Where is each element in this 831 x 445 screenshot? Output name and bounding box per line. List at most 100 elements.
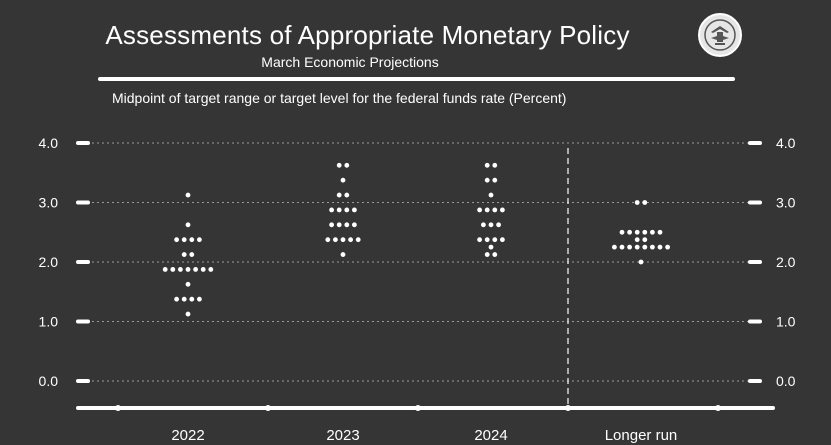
participant-dot	[492, 177, 498, 183]
participant-dot	[496, 222, 501, 228]
participant-dot	[488, 244, 494, 250]
participant-dot	[634, 229, 640, 235]
participant-dot	[170, 267, 176, 272]
participant-dot	[619, 244, 625, 250]
participant-dot	[484, 162, 490, 168]
x-axis-tick	[715, 405, 721, 411]
participant-dot	[185, 222, 191, 228]
federal-reserve-seal-icon	[698, 13, 742, 57]
participant-dot	[642, 237, 648, 243]
participant-dot	[185, 281, 191, 287]
participant-dot	[185, 311, 191, 317]
participant-dot	[178, 267, 183, 272]
dot-series	[162, 162, 670, 317]
participant-dot	[492, 207, 498, 213]
participant-dot	[336, 192, 342, 198]
x-axis-tick	[415, 405, 421, 411]
participant-dot	[336, 162, 342, 168]
y-tick-label-left: 0.0	[39, 373, 59, 389]
chart-title: Assessments of Appropriate Monetary Poli…	[105, 20, 630, 50]
participant-dot	[340, 252, 346, 257]
x-tick-label: Longer run	[605, 427, 678, 444]
x-tick-label: 2024	[474, 427, 507, 444]
participant-dot	[336, 222, 342, 228]
participant-dot	[336, 207, 342, 213]
participant-dot	[181, 237, 187, 243]
participant-dot	[642, 244, 648, 250]
participant-dot	[162, 267, 168, 272]
participant-dot	[634, 200, 640, 205]
participant-dot	[344, 207, 350, 213]
participant-dot	[193, 267, 199, 272]
participant-dot	[642, 229, 648, 235]
participant-dot	[657, 244, 663, 250]
participant-dot	[329, 207, 334, 213]
y-tick-label-right: 2.0	[776, 254, 796, 270]
participant-dot	[344, 192, 350, 198]
participant-dot	[340, 177, 346, 183]
participant-dot	[355, 237, 361, 243]
y-tick-label-left: 3.0	[39, 195, 59, 211]
participant-dot	[189, 252, 195, 257]
participant-dot	[484, 252, 490, 257]
participant-dot	[492, 237, 498, 243]
x-axis: 2022 2023 2024 Longer run	[76, 405, 775, 444]
x-tick-label: 2022	[171, 427, 204, 444]
participant-dot	[484, 177, 490, 183]
participant-dot	[325, 237, 331, 243]
participant-dot	[488, 192, 494, 198]
participant-dot	[657, 229, 663, 235]
participant-dot	[500, 207, 505, 213]
x-axis-tick	[265, 405, 271, 411]
participant-dot	[638, 259, 644, 265]
participant-dot	[642, 200, 648, 205]
x-axis-tick	[115, 405, 121, 411]
participant-dot	[488, 222, 494, 228]
participant-dot	[477, 207, 482, 213]
participant-dot	[481, 222, 486, 228]
participant-dot	[612, 244, 617, 250]
participant-dot	[650, 229, 655, 235]
participant-dot	[185, 192, 191, 198]
y-tick-label-right: 0.0	[776, 373, 796, 389]
y-tick-label-left: 4.0	[39, 135, 59, 151]
x-tick-label: 2023	[326, 427, 359, 444]
gridlines	[92, 142, 750, 404]
x-axis-tick	[565, 405, 571, 411]
participant-dot	[352, 222, 357, 228]
participant-dot	[189, 296, 195, 302]
participant-dot	[174, 296, 180, 302]
participant-dot	[484, 207, 490, 213]
participant-dot	[650, 244, 655, 250]
participant-dot	[197, 296, 202, 302]
participant-dot	[181, 252, 187, 257]
participant-dot	[329, 222, 334, 228]
participant-dot	[185, 267, 191, 272]
y-tick-label-right: 3.0	[776, 195, 796, 211]
participant-dot	[500, 237, 505, 243]
y-tick-label-left: 2.0	[39, 254, 59, 270]
participant-dot	[197, 237, 202, 243]
participant-dot	[477, 237, 482, 243]
participant-dot	[344, 222, 350, 228]
y-axis-caption: Midpoint of target range or target level…	[112, 90, 567, 106]
y-tick-label-right: 1.0	[776, 314, 796, 330]
chart-subtitle: March Economic Projections	[261, 54, 439, 70]
participant-dot	[665, 244, 670, 250]
participant-dot	[200, 267, 206, 272]
participant-dot	[627, 229, 632, 235]
participant-dot	[208, 267, 214, 272]
participant-dot	[634, 244, 640, 250]
title-divider	[98, 77, 735, 81]
participant-dot	[484, 237, 490, 243]
participant-dot	[174, 237, 180, 243]
y-axis-ticks: 0.0 0.0 1.0 1.0 2.0 2.0 3.0 3.0 4.0 4.0	[39, 135, 796, 389]
participant-dot	[181, 296, 187, 302]
participant-dot	[492, 252, 498, 257]
participant-dot	[333, 237, 338, 243]
participant-dot	[344, 162, 350, 168]
participant-dot	[340, 237, 346, 243]
participant-dot	[492, 162, 498, 168]
